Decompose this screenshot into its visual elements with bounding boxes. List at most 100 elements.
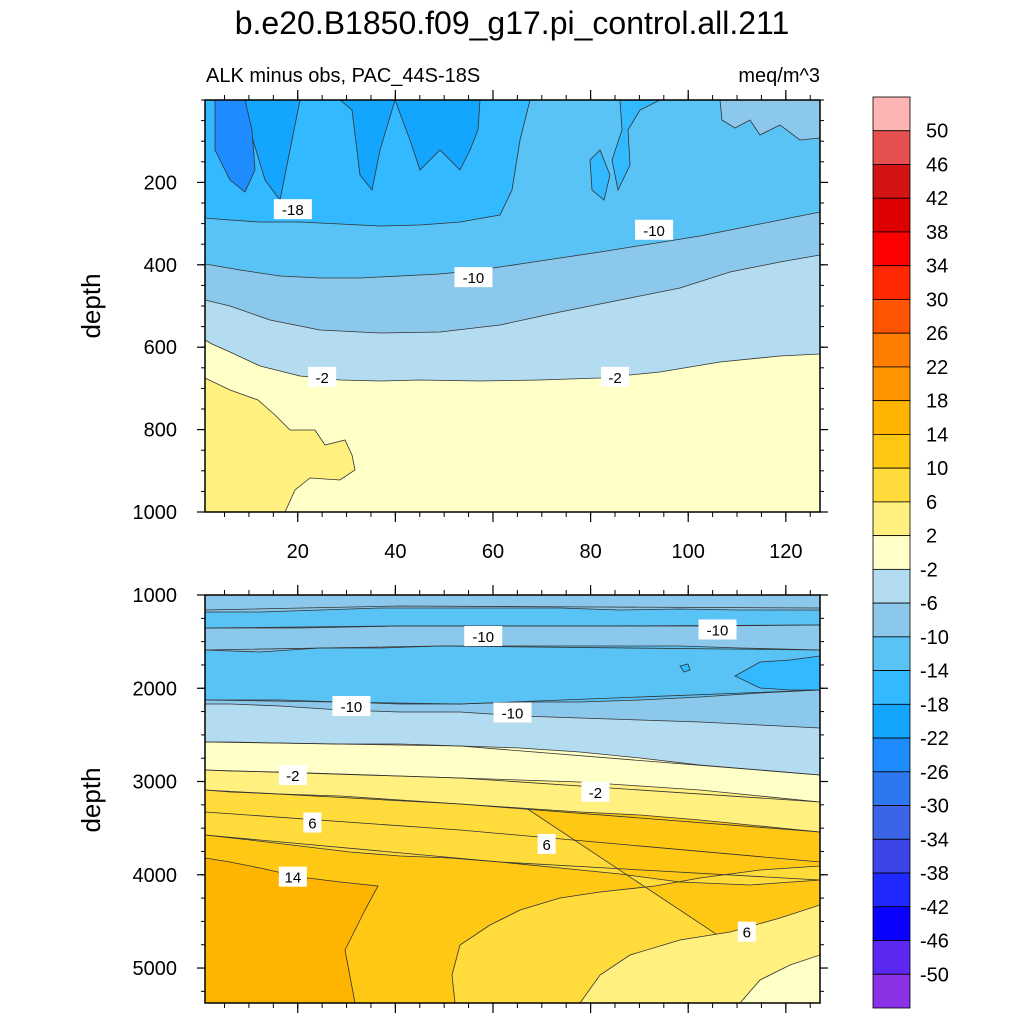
colorbar-label: -42 (920, 897, 949, 919)
colorbar-label: 18 (926, 391, 948, 413)
colorbar-label: 14 (926, 424, 948, 446)
contour-label: -2 (608, 370, 621, 387)
colorbar-swatch (872, 670, 911, 705)
colorbar-label: 10 (926, 458, 948, 480)
contour-fill (205, 100, 661, 192)
y-tick-label: 5000 (133, 958, 178, 980)
colorbar-swatch (872, 872, 911, 908)
contour-label: -10 (707, 623, 729, 640)
colorbar-swatch (872, 265, 911, 300)
x-tick-label: 20 (287, 541, 309, 563)
contour-label-box (454, 267, 493, 288)
contour-label-box (581, 781, 610, 802)
subtitle-right: meq/m^3 (738, 65, 820, 87)
contour-label-box (278, 866, 307, 887)
contour-fill (205, 645, 820, 705)
chart-title: b.e20.B1850.f09_g17.pi_control.all.211 (235, 5, 790, 41)
colorbar-swatch (872, 973, 911, 1009)
colorbar-swatch (872, 636, 911, 671)
colorbar-label: -34 (920, 829, 949, 851)
contour-label-box (273, 199, 312, 220)
colorbar-label: 26 (926, 323, 948, 345)
x-axis-ticks (224, 585, 811, 1013)
colorbar-label: -14 (920, 661, 949, 683)
contour-fill (739, 954, 820, 1003)
colorbar-label: 46 (926, 154, 948, 176)
colorbar-swatch (872, 434, 911, 469)
colorbar-swatch (872, 703, 911, 739)
contour-label: 6 (743, 925, 751, 942)
contour-label-box (308, 366, 337, 387)
colorbar-label: -18 (920, 694, 949, 716)
colorbar-label: 22 (926, 357, 948, 379)
colorbar-label: -10 (920, 627, 949, 649)
contour-label: 6 (542, 837, 550, 854)
contour-label: -10 (643, 223, 665, 240)
colorbar-label: 6 (926, 492, 937, 514)
contour-fill (205, 100, 481, 201)
contour-label: -18 (282, 202, 304, 219)
contour-label: -10 (472, 629, 494, 646)
colorbar-swatch (872, 467, 911, 503)
colorbar-label: -22 (920, 728, 949, 750)
contour-labels: -18 -10 -10 -2 -2 (273, 199, 674, 387)
colorbar-label: -2 (920, 559, 938, 581)
colorbar-label: -46 (920, 931, 949, 953)
y-tick-label: 1000 (133, 585, 178, 607)
contour-label: -2 (286, 768, 299, 785)
contour-fill (589, 149, 611, 201)
y-tick-label: 200 (144, 172, 177, 194)
colorbar-swatch (872, 332, 911, 368)
colorbar-swatch (872, 366, 911, 402)
colorbar-swatch (872, 838, 911, 874)
colorbar-swatch (872, 130, 911, 165)
colorbar-swatch (872, 400, 911, 435)
y-axis-ticks: 200 400 600 800 1000 (133, 99, 828, 524)
contour-label: -10 (341, 699, 363, 716)
y-tick-label: 3000 (133, 772, 178, 794)
contour-label-box (698, 619, 737, 640)
y-axis-label: depth (76, 767, 106, 832)
contour-fill (679, 663, 691, 673)
subtitle-left: ALK minus obs, PAC_44S-18S (206, 65, 480, 87)
colorbar-label: 30 (926, 289, 948, 311)
y-tick-label: 2000 (133, 678, 178, 700)
colorbar-swatch (872, 737, 911, 773)
colorbar: 50 46 42 38 34 30 26 22 18 14 10 6 2 -2 -6 -10 -14 -18 -22… (872, 96, 949, 1009)
colorbar-swatch (872, 96, 911, 132)
contour-label-box (537, 833, 556, 854)
contour-label-box (278, 764, 307, 785)
contour-label: -10 (502, 706, 524, 723)
colorbar-label: 42 (926, 188, 948, 210)
contour-label-box (332, 695, 371, 716)
contour-fill (214, 100, 256, 193)
colorbar-swatch (872, 299, 911, 334)
contour-fill (734, 655, 820, 691)
contour-label: 14 (285, 870, 302, 887)
x-axis-ticks: 20 40 60 80 100 120 (224, 90, 811, 563)
colorbar-swatch (872, 164, 911, 199)
colorbar-swatch (872, 535, 911, 570)
contour-fill (205, 377, 356, 512)
contour-fill (579, 904, 820, 1003)
contour-label-box (303, 812, 322, 833)
y-tick-label: 600 (144, 337, 177, 359)
colorbar-swatch (872, 940, 911, 975)
colorbar-label: 34 (926, 256, 948, 278)
colorbar-label: 2 (926, 526, 937, 548)
x-tick-label: 60 (482, 541, 504, 563)
contour-label: -2 (589, 785, 602, 802)
x-tick-label: 40 (384, 541, 406, 563)
y-tick-label: 800 (144, 420, 177, 442)
colorbar-swatch (872, 602, 911, 638)
top-panel: 200 400 600 800 1000 20 40 60 80 100 120 depth -1… (76, 90, 828, 563)
y-axis-label: depth (76, 273, 106, 338)
colorbar-swatch (872, 501, 911, 537)
colorbar-label: -26 (920, 762, 949, 784)
colorbar-label: 38 (926, 222, 948, 244)
y-axis-ticks: 1000 2000 3000 4000 5000 (133, 585, 828, 992)
x-tick-label: 80 (579, 541, 601, 563)
y-tick-label: 4000 (133, 865, 178, 887)
colorbar-label: 50 (926, 121, 948, 143)
